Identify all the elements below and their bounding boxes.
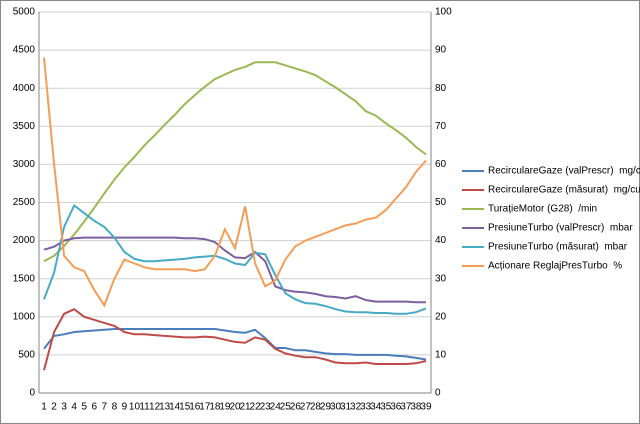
x-tick-label: 20: [229, 402, 241, 413]
x-tick-label: 32: [350, 402, 362, 413]
x-tick-label: 14: [169, 402, 181, 413]
x-tick-label: 1: [41, 402, 47, 413]
x-tick-label: 5: [81, 402, 87, 413]
x-tick-label: 16: [189, 402, 201, 413]
y2-tick-label: 10: [435, 350, 447, 361]
x-tick-label: 6: [92, 402, 98, 413]
x-tick-label: 34: [370, 402, 382, 413]
x-tick-label: 29: [320, 402, 332, 413]
x-tick-label: 3: [61, 402, 67, 413]
x-tick-label: 11: [139, 402, 150, 413]
x-tick-label: 13: [159, 402, 171, 413]
y2-tick-label: 100: [435, 7, 452, 18]
x-tick-label: 8: [112, 402, 118, 413]
x-tick-label: 39: [420, 402, 432, 413]
series-line: [43, 57, 427, 308]
y-tick-label: 500: [18, 350, 35, 361]
legend-label: RecirculareGaze (măsurat) mg/cursă: [488, 185, 640, 196]
y2-tick-label: 60: [435, 159, 447, 170]
x-tick-label: 10: [129, 402, 141, 413]
y2-tick-label: 20: [435, 311, 447, 322]
x-tick-label: 12: [149, 402, 161, 413]
x-tick-label: 18: [209, 402, 221, 413]
y-tick-label: 2500: [13, 197, 36, 208]
series-line: [43, 203, 427, 315]
x-tick-label: 23: [260, 402, 272, 413]
series-line: [43, 61, 427, 263]
legend-label: RecirculareGaze (valPrescr) mg/cursă: [488, 166, 640, 177]
x-tick-label: 2: [51, 402, 57, 413]
x-tick-label: 7: [102, 402, 108, 413]
x-tick-label: 17: [199, 402, 211, 413]
y-tick-label: 0: [29, 388, 35, 399]
x-tick-label: 24: [270, 402, 282, 413]
x-tick-label: 15: [179, 402, 191, 413]
x-tick-label: 37: [400, 402, 412, 413]
x-tick-label: 35: [380, 402, 392, 413]
y-tick-label: 1000: [13, 311, 36, 322]
y2-tick-label: 70: [435, 121, 447, 132]
x-tick-label: 22: [250, 402, 262, 413]
series-line: [43, 236, 426, 304]
x-tick-label: 33: [360, 402, 372, 413]
legend-label: PresiuneTurbo (măsurat) mbar: [488, 242, 628, 253]
legend-label: TurațieMotor (G28) /min: [488, 204, 597, 215]
y2-tick-label: 80: [435, 83, 447, 94]
y2-tick-label: 0: [435, 388, 441, 399]
y-tick-label: 2000: [13, 235, 36, 246]
y2-tick-label: 90: [435, 45, 447, 56]
x-tick-label: 38: [410, 402, 422, 413]
y-tick-label: 1500: [13, 273, 36, 284]
x-tick-label: 25: [280, 402, 292, 413]
y-tick-label: 4000: [13, 83, 36, 94]
x-tick-label: 28: [310, 402, 322, 413]
y2-tick-label: 50: [435, 197, 447, 208]
legend-label: Acționare ReglajPresTurbo %: [488, 261, 622, 272]
series-line: [43, 328, 427, 361]
x-tick-label: 36: [390, 402, 402, 413]
x-tick-label: 9: [122, 402, 128, 413]
y-tick-label: 3000: [13, 159, 36, 170]
x-tick-label: 4: [71, 402, 77, 413]
x-tick-label: 26: [290, 402, 302, 413]
x-tick-label: 30: [330, 402, 342, 413]
x-tick-label: 27: [300, 402, 312, 413]
legend-label: PresiuneTurbo (valPrescr) mbar: [488, 223, 633, 234]
series-line: [43, 308, 427, 371]
x-tick-label: 31: [340, 402, 352, 413]
y-tick-label: 3500: [13, 121, 36, 132]
x-tick-label: 19: [219, 402, 231, 413]
y-tick-label: 5000: [13, 7, 36, 18]
y-tick-label: 4500: [13, 45, 36, 56]
y2-tick-label: 30: [435, 273, 447, 284]
y2-tick-label: 40: [435, 235, 447, 246]
x-tick-label: 21: [239, 402, 251, 413]
